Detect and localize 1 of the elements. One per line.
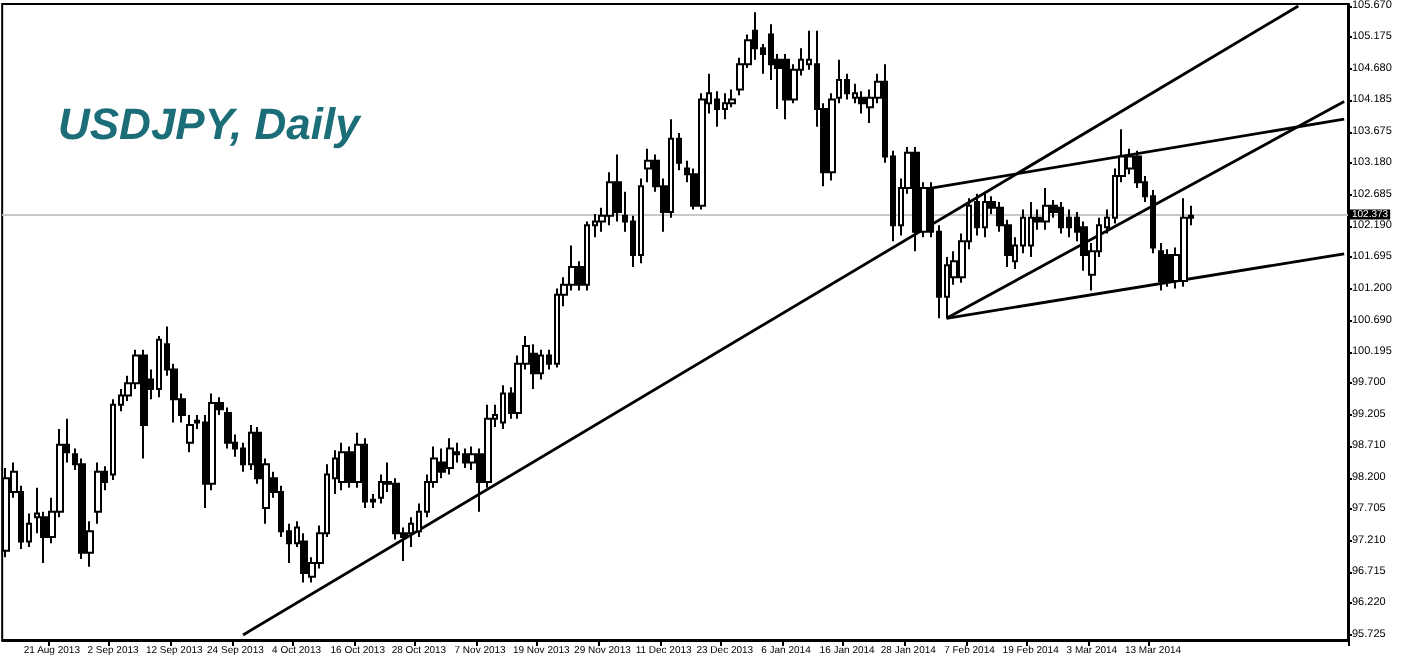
text: USDJPY, Daily	[58, 99, 364, 149]
